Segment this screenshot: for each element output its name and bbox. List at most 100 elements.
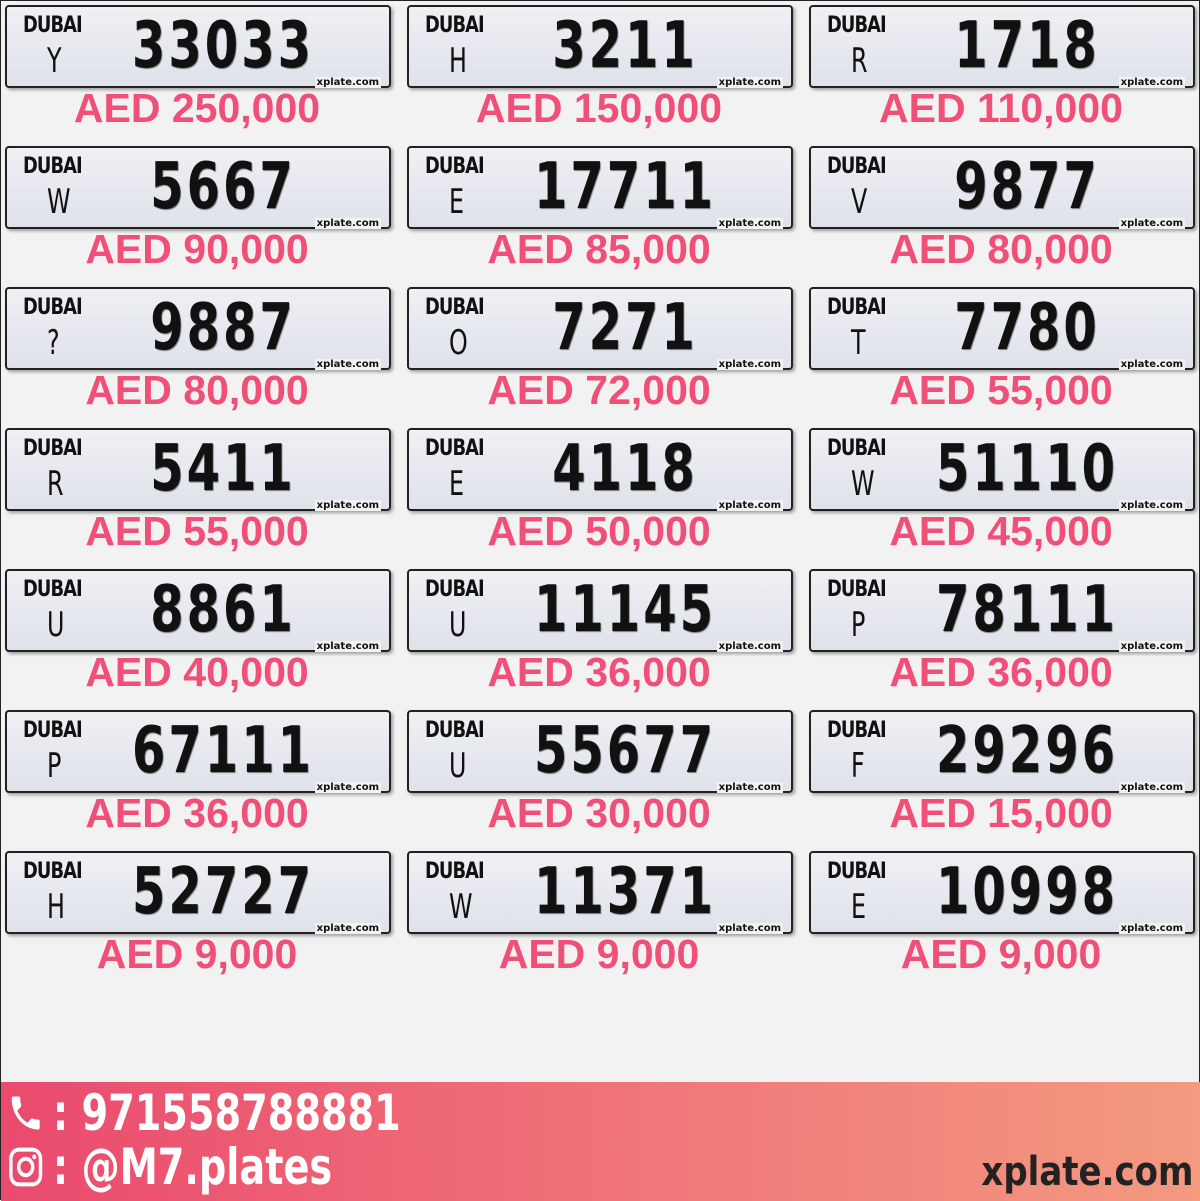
watermark: xplate.com: [1118, 77, 1185, 88]
watermark: xplate.com: [716, 500, 783, 511]
plate-price: AED 36,000: [487, 649, 711, 695]
watermark: xplate.com: [716, 641, 783, 652]
plate-listing[interactable]: DUBAI U 8861 xplate.com AED 40,000: [1, 565, 391, 706]
emirate-label: DUBAI: [425, 154, 485, 179]
number-plate: DUBAI E 17711 xplate.com: [407, 146, 793, 229]
number-plate: DUBAI W 5667 xplate.com: [5, 146, 391, 229]
plate-listing[interactable]: DUBAI O 7271 xplate.com AED 72,000: [403, 283, 793, 424]
instagram-line: : @M7.plates: [7, 1138, 332, 1196]
plate-number: 51110: [936, 432, 1118, 506]
emirate-label: DUBAI: [827, 295, 887, 320]
watermark: xplate.com: [314, 500, 381, 511]
plate-number: 5411: [150, 432, 296, 506]
plate-code: W: [47, 182, 71, 222]
plate-code: E: [449, 464, 465, 504]
plate-number: 29296: [936, 714, 1118, 788]
plate-code: W: [449, 887, 473, 927]
watermark: xplate.com: [314, 359, 381, 370]
plate-listing[interactable]: DUBAI V 9877 xplate.com AED 80,000: [805, 142, 1195, 283]
number-plate: DUBAI W 11371 xplate.com: [407, 851, 793, 934]
plate-number: 7780: [954, 291, 1100, 365]
watermark: xplate.com: [1118, 923, 1185, 934]
number-plate: DUBAI E 10998 xplate.com: [809, 851, 1195, 934]
plate-listing[interactable]: DUBAI ? 9887 xplate.com AED 80,000: [1, 283, 391, 424]
plate-code: P: [47, 746, 62, 786]
phone-number[interactable]: : 971558788881: [52, 1084, 401, 1142]
plate-listing[interactable]: DUBAI U 55677 xplate.com AED 30,000: [403, 706, 793, 847]
plate-price: AED 85,000: [487, 226, 711, 272]
plate-listing[interactable]: DUBAI P 78111 xplate.com AED 36,000: [805, 565, 1195, 706]
number-plate: DUBAI H 3211 xplate.com: [407, 5, 793, 88]
number-plate: DUBAI T 7780 xplate.com: [809, 287, 1195, 370]
plate-price: AED 55,000: [889, 367, 1113, 413]
plate-listing[interactable]: DUBAI Y 33033 xplate.com AED 250,000: [1, 1, 391, 142]
plate-price: AED 150,000: [475, 85, 723, 131]
plate-price: AED 9,000: [498, 931, 700, 977]
plate-price: AED 50,000: [487, 508, 711, 554]
emirate-label: DUBAI: [425, 295, 485, 320]
emirate-label: DUBAI: [827, 859, 887, 884]
plate-code: P: [851, 605, 866, 645]
plate-number: 11145: [534, 573, 716, 647]
plate-listing[interactable]: DUBAI H 52727 xplate.com AED 9,000: [1, 847, 391, 988]
plate-code: T: [851, 323, 866, 363]
number-plate: DUBAI U 8861 xplate.com: [5, 569, 391, 652]
plate-listing[interactable]: DUBAI U 11145 xplate.com AED 36,000: [403, 565, 793, 706]
instagram-handle[interactable]: : @M7.plates: [52, 1138, 333, 1196]
watermark: xplate.com: [1118, 782, 1185, 793]
plate-code: H: [449, 41, 467, 81]
plate-price: AED 110,000: [879, 85, 1123, 131]
emirate-label: DUBAI: [425, 436, 485, 461]
plate-number: 8861: [150, 573, 296, 647]
plate-listing[interactable]: DUBAI R 1718 xplate.com AED 110,000: [805, 1, 1195, 142]
plate-code: R: [851, 41, 868, 81]
plate-listing[interactable]: DUBAI E 4118 xplate.com AED 50,000: [403, 424, 793, 565]
plate-number: 3211: [552, 9, 698, 83]
plate-number: 9877: [954, 150, 1100, 224]
number-plate: DUBAI P 67111 xplate.com: [5, 710, 391, 793]
plate-listing[interactable]: DUBAI T 7780 xplate.com AED 55,000: [805, 283, 1195, 424]
emirate-label: DUBAI: [827, 577, 887, 602]
phone-line: : 971558788881: [7, 1084, 401, 1142]
plate-code: U: [449, 605, 467, 645]
plate-number: 78111: [936, 573, 1118, 647]
plate-listing[interactable]: DUBAI P 67111 xplate.com AED 36,000: [1, 706, 391, 847]
number-plate: DUBAI F 29296 xplate.com: [809, 710, 1195, 793]
number-plate: DUBAI P 78111 xplate.com: [809, 569, 1195, 652]
site-name: xplate.com: [980, 1149, 1193, 1195]
plate-code: O: [449, 323, 468, 363]
plate-number: 17711: [534, 150, 716, 224]
plate-code: V: [851, 182, 868, 222]
plate-price: AED 55,000: [85, 508, 309, 554]
plate-code: E: [851, 887, 867, 927]
plate-price: AED 36,000: [889, 649, 1113, 695]
watermark: xplate.com: [716, 77, 783, 88]
number-plate: DUBAI W 51110 xplate.com: [809, 428, 1195, 511]
plate-listing[interactable]: DUBAI F 29296 xplate.com AED 15,000: [805, 706, 1195, 847]
plate-price: AED 80,000: [85, 367, 309, 413]
emirate-label: DUBAI: [23, 154, 83, 179]
emirate-label: DUBAI: [425, 859, 485, 884]
emirate-label: DUBAI: [827, 154, 887, 179]
plate-listing[interactable]: DUBAI H 3211 xplate.com AED 150,000: [403, 1, 793, 142]
number-plate: DUBAI V 9877 xplate.com: [809, 146, 1195, 229]
instagram-icon: [7, 1145, 44, 1189]
plate-code: H: [47, 887, 65, 927]
plate-price: AED 72,000: [487, 367, 711, 413]
watermark: xplate.com: [716, 923, 783, 934]
number-plate: DUBAI ? 9887 xplate.com: [5, 287, 391, 370]
plate-listing[interactable]: DUBAI E 17711 xplate.com AED 85,000: [403, 142, 793, 283]
plate-code: Y: [47, 41, 62, 81]
emirate-label: DUBAI: [425, 577, 485, 602]
phone-icon: [7, 1091, 44, 1135]
plate-code: U: [47, 605, 65, 645]
plate-listing[interactable]: DUBAI W 5667 xplate.com AED 90,000: [1, 142, 391, 283]
plate-number: 1718: [954, 9, 1100, 83]
watermark: xplate.com: [1118, 218, 1185, 229]
plate-listing[interactable]: DUBAI W 11371 xplate.com AED 9,000: [403, 847, 793, 988]
number-plate: DUBAI U 11145 xplate.com: [407, 569, 793, 652]
plate-listing[interactable]: DUBAI R 5411 xplate.com AED 55,000: [1, 424, 391, 565]
plate-listing[interactable]: DUBAI W 51110 xplate.com AED 45,000: [805, 424, 1195, 565]
watermark: xplate.com: [716, 782, 783, 793]
plate-listing[interactable]: DUBAI E 10998 xplate.com AED 9,000: [805, 847, 1195, 988]
